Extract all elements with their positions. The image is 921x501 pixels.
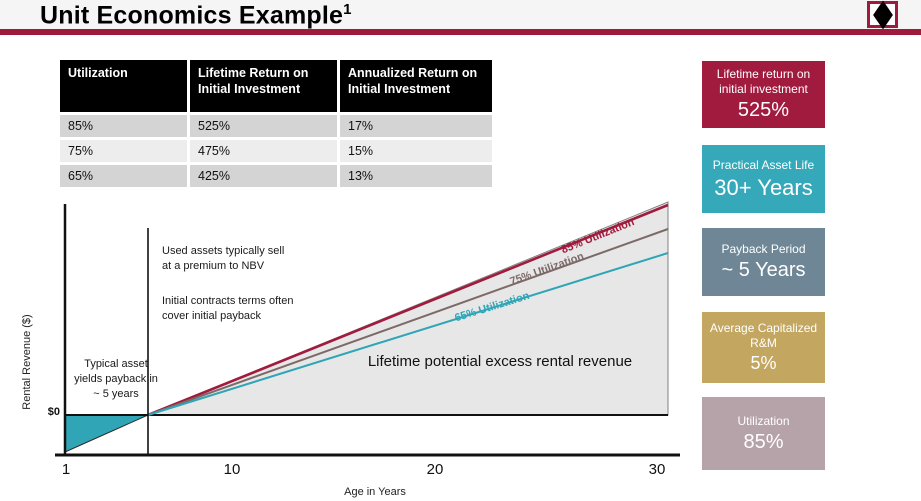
annotation-initial-contracts: Initial contracts terms often cover init…: [162, 295, 294, 322]
stat-label: Practical Asset Life: [712, 157, 815, 172]
chart-canvas: 85% Utilization 75% Utilization 65% Util…: [55, 201, 680, 457]
title-divider: [0, 29, 921, 35]
cell-utilization: 75%: [60, 140, 187, 162]
cell-lifetime-return: 525%: [190, 115, 337, 137]
table-header-row: Utilization Lifetime Return on Initial I…: [60, 60, 492, 112]
stat-utilization: Utilization 85%: [702, 397, 825, 470]
table-row: 75% 475% 15%: [60, 140, 492, 162]
stat-label: Utilization: [737, 413, 790, 428]
line-85-utilization: [147, 203, 669, 417]
page-title: Unit Economics Example1: [40, 1, 352, 30]
page-title-text: Unit Economics Example: [40, 1, 344, 30]
excess-revenue-label: Lifetime potential excess rental revenue: [367, 353, 633, 370]
annotation-used-assets: Used assets typically sell at a premium …: [162, 245, 285, 272]
diamond-icon: [872, 0, 893, 29]
stat-capitalized-rm: Average Capitalized R&M 5%: [702, 312, 825, 383]
cell-lifetime-return: 475%: [190, 140, 337, 162]
annotation-typical-payback: Typical asset yields payback in ~ 5 year…: [74, 358, 158, 400]
payback-hypotenuse-line: [64, 414, 149, 453]
stat-label: Average Capitalized R&M: [709, 321, 818, 350]
cell-utilization: 65%: [60, 165, 187, 187]
x-tick-30: 30: [648, 461, 666, 478]
col-header-utilization: Utilization: [60, 60, 187, 112]
stat-label: Lifetime return on initial investment: [716, 67, 811, 96]
stat-label: Payback Period: [721, 242, 806, 256]
rental-revenue-chart: 85% Utilization 75% Utilization 65% Util…: [10, 195, 710, 501]
x-tick-20: 20: [426, 461, 444, 478]
stat-value: 5%: [750, 353, 777, 373]
footnote-marker: 1: [343, 1, 352, 18]
y-axis-title: Rental Revenue ($): [21, 314, 33, 410]
stat-value: 30+ Years: [714, 174, 813, 200]
stat-box-list: Lifetime return on initial investment 52…: [702, 61, 825, 471]
stat-value: 525%: [737, 99, 790, 121]
returns-table: Utilization Lifetime Return on Initial I…: [57, 57, 495, 190]
cell-annualized-return: 17%: [340, 115, 492, 137]
cell-lifetime-return: 425%: [190, 165, 337, 187]
table-row: 85% 525% 17%: [60, 115, 492, 137]
x-axis-title: Age in Years: [344, 486, 406, 498]
table-row: 65% 425% 13%: [60, 165, 492, 187]
cell-annualized-return: 13%: [340, 165, 492, 187]
line-65-utilization: [147, 252, 669, 416]
stat-value: 85%: [743, 430, 784, 453]
x-tick-10: 10: [223, 461, 241, 478]
cell-annualized-return: 15%: [340, 140, 492, 162]
header-strip: Unit Economics Example1: [0, 0, 921, 29]
stat-payback-period: Payback Period ~ 5 Years: [702, 228, 825, 296]
y-zero-tick-label: $0: [47, 406, 60, 418]
stat-practical-asset-life: Practical Asset Life 30+ Years: [702, 145, 825, 213]
stat-lifetime-return: Lifetime return on initial investment 52…: [702, 61, 825, 128]
stat-value: ~ 5 Years: [721, 259, 806, 281]
col-header-lifetime-return: Lifetime Return on Initial Investment: [190, 60, 337, 112]
x-tick-1: 1: [61, 461, 71, 478]
company-logo-icon: [867, 0, 898, 29]
line-75-utilization: [147, 228, 669, 416]
cell-utilization: 85%: [60, 115, 187, 137]
col-header-annualized-return: Annualized Return on Initial Investment: [340, 60, 492, 112]
